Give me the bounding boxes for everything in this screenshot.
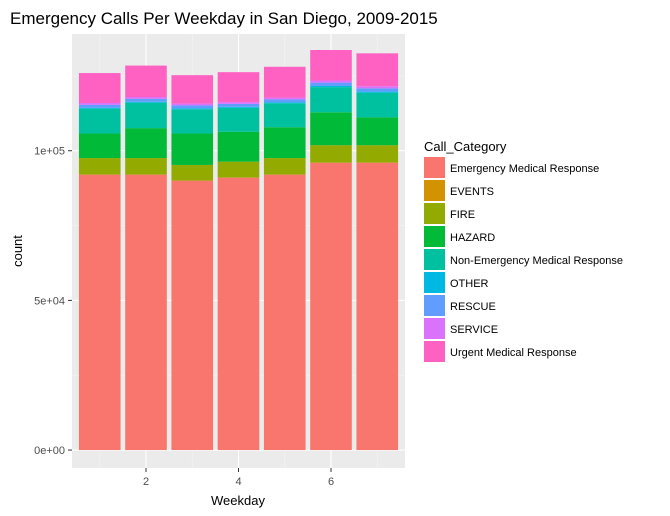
legend-key bbox=[424, 295, 445, 316]
bar-segment bbox=[171, 103, 214, 106]
bar-segment bbox=[171, 133, 214, 165]
bar-segment bbox=[263, 103, 306, 128]
bar-segment bbox=[263, 66, 306, 98]
legend-label: EVENTS bbox=[450, 186, 494, 198]
bar-segment bbox=[171, 164, 214, 181]
bar-segment bbox=[125, 174, 167, 451]
y-tick-label: 1e+05 bbox=[34, 146, 65, 158]
chart-title: Emergency Calls Per Weekday in San Diego… bbox=[10, 9, 438, 28]
bar-segment bbox=[78, 104, 121, 108]
bar-segment bbox=[356, 86, 399, 89]
legend-label: Non-Emergency Medical Response bbox=[450, 255, 623, 267]
x-axis-ticks: 2 4 6 bbox=[143, 468, 334, 488]
bar-segment bbox=[125, 128, 167, 159]
legend-label: RESCUE bbox=[450, 301, 496, 313]
x-tick-label: 6 bbox=[328, 476, 334, 488]
legend-label: Urgent Medical Response bbox=[450, 347, 577, 359]
legend-key bbox=[424, 249, 445, 270]
legend-label: SERVICE bbox=[450, 324, 498, 336]
bar-segment bbox=[217, 106, 260, 108]
bar-segment bbox=[356, 88, 399, 92]
bar-segment bbox=[356, 92, 399, 118]
bar-segment bbox=[310, 50, 352, 81]
legend-label: HAZARD bbox=[450, 232, 495, 244]
bars bbox=[78, 50, 399, 451]
bar-segment bbox=[78, 107, 121, 109]
bar-segment bbox=[217, 72, 260, 103]
legend-key bbox=[424, 180, 445, 201]
bar-segment bbox=[263, 174, 306, 451]
bar-segment bbox=[217, 131, 260, 162]
bar-segment bbox=[171, 109, 214, 134]
bar-segment bbox=[356, 117, 399, 146]
legend-key bbox=[424, 226, 445, 247]
bar-segment bbox=[217, 177, 260, 451]
bar-segment bbox=[263, 102, 306, 104]
bar-segment bbox=[125, 101, 167, 103]
legend-key bbox=[424, 341, 445, 362]
bar-segment bbox=[310, 145, 352, 163]
legend-key bbox=[424, 157, 445, 178]
bar-segment bbox=[78, 133, 121, 159]
bar-segment bbox=[217, 107, 260, 132]
bar-segment bbox=[171, 75, 214, 104]
legend: Call_Category Emergency Medical Response… bbox=[424, 139, 623, 362]
legend-key bbox=[424, 318, 445, 339]
bar-segment bbox=[356, 53, 399, 87]
y-axis-title: count bbox=[10, 235, 25, 267]
bar-segment bbox=[263, 97, 306, 100]
legend-key bbox=[424, 272, 445, 293]
bar-segment bbox=[356, 162, 399, 451]
bar-segment bbox=[310, 87, 352, 113]
bar-segment bbox=[356, 145, 399, 163]
x-tick-label: 4 bbox=[235, 476, 241, 488]
bar-segment bbox=[171, 108, 214, 110]
bar-segment bbox=[217, 102, 260, 104]
legend-title: Call_Category bbox=[424, 139, 507, 154]
bar-segment bbox=[310, 80, 352, 83]
bar-segment bbox=[78, 158, 121, 175]
bar-segment bbox=[263, 99, 306, 103]
legend-key bbox=[424, 203, 445, 224]
y-axis-ticks: 0e+00 5e+04 1e+05 bbox=[34, 146, 72, 457]
bar-segment bbox=[125, 158, 167, 175]
bar-segment bbox=[263, 158, 306, 175]
legend-label: FIRE bbox=[450, 209, 475, 221]
legend-label: Emergency Medical Response bbox=[450, 163, 599, 175]
bar-segment bbox=[310, 162, 352, 451]
bar-segment bbox=[125, 98, 167, 102]
bar-segment bbox=[171, 180, 214, 451]
bar-segment bbox=[78, 102, 121, 105]
y-tick-label: 0e+00 bbox=[34, 445, 65, 457]
x-axis-title: Weekday bbox=[211, 493, 265, 508]
bar-segment bbox=[217, 161, 260, 178]
bar-segment bbox=[125, 65, 167, 98]
bar-segment bbox=[78, 73, 121, 103]
y-tick-label: 5e+04 bbox=[34, 295, 65, 307]
bar-segment bbox=[217, 103, 260, 107]
legend-items: Emergency Medical Response EVENTS FIRE HAZA… bbox=[424, 157, 623, 362]
bar-segment bbox=[310, 85, 352, 88]
bar-segment bbox=[125, 102, 167, 129]
bar-segment bbox=[356, 91, 399, 93]
legend-label: OTHER bbox=[450, 278, 489, 290]
bar-segment bbox=[310, 82, 352, 86]
bar-segment bbox=[263, 127, 306, 159]
bar-segment bbox=[310, 112, 352, 146]
bar-segment bbox=[171, 105, 214, 109]
bar-segment bbox=[78, 174, 121, 451]
bar-segment bbox=[78, 108, 121, 134]
x-tick-label: 2 bbox=[143, 476, 149, 488]
bar-segment bbox=[125, 97, 167, 99]
